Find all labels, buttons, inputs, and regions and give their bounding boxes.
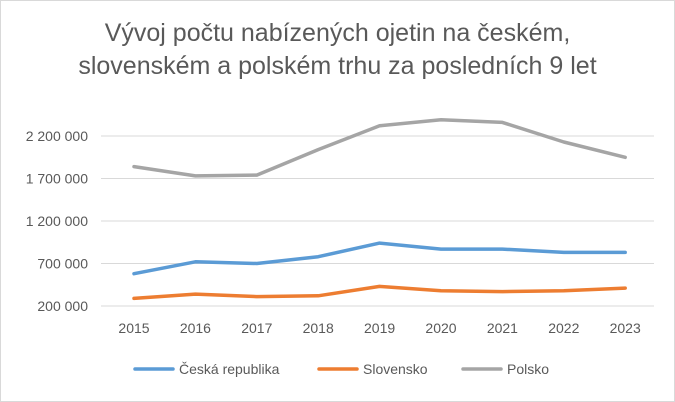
legend-label-3: Polsko [507,361,549,377]
y-tick-label: 1 200 000 [26,213,88,229]
x-tick-label: 2017 [241,320,272,336]
x-tick-label: 2020 [425,320,456,336]
y-tick-label: 1 700 000 [26,171,88,187]
series-line-3 [132,118,627,178]
series-line-2 [132,284,627,301]
data-series [132,118,627,301]
x-tick-label: 2023 [610,320,641,336]
x-tick-label: 2022 [548,320,579,336]
x-tick-label: 2016 [180,320,211,336]
x-tick-label: 2018 [303,320,334,336]
gridlines [101,135,654,307]
x-tick-label: 2021 [487,320,518,336]
series-line-1 [132,241,627,276]
chart-title: Vývoj počtu nabízených ojetin na českém,… [1,17,674,83]
legend: Česká republika Slovensko Polsko [133,361,549,377]
chart-title-line-2: slovenském a polském trhu za posledních … [78,52,597,80]
y-tick-label: 200 000 [37,298,88,314]
legend-label-2: Slovensko [363,361,428,377]
x-tick-label: 2019 [364,320,395,336]
y-axis-tick-labels: 200 000 700 000 1 200 000 1 700 000 2 200 00… [26,128,89,314]
x-axis-tick-labels: 2015 2016 2017 2018 2019 2020 2021 2022 2023 [118,320,641,336]
legend-label-1: Česká republika [179,361,280,377]
chart-title-line-1: Vývoj počtu nabízených ojetin na českém, [104,19,571,47]
y-tick-label: 700 000 [37,256,88,272]
x-tick-label: 2015 [118,320,149,336]
y-tick-label: 2 200 000 [26,128,88,144]
